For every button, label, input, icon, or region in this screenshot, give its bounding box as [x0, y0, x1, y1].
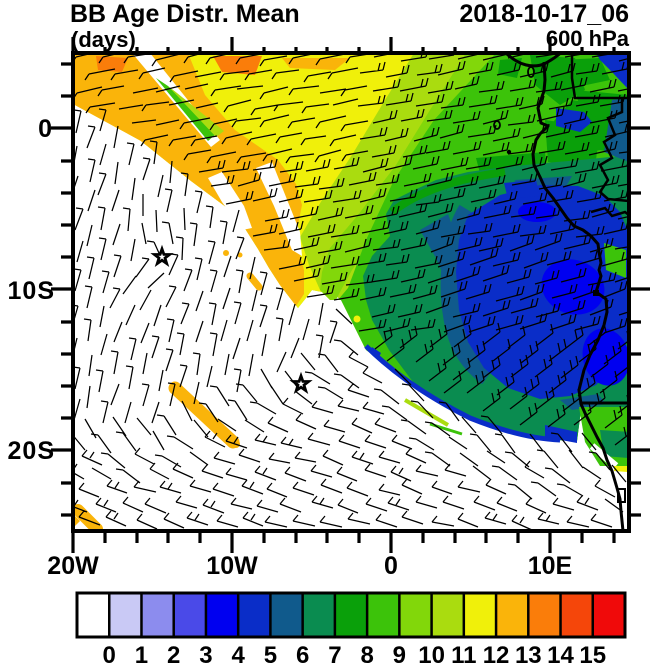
- svg-text:9: 9: [393, 642, 406, 667]
- svg-text:20W: 20W: [47, 552, 99, 580]
- svg-text:(days): (days): [71, 27, 136, 52]
- svg-text:10E: 10E: [528, 552, 572, 580]
- svg-text:2018-10-17_06: 2018-10-17_06: [459, 0, 629, 28]
- svg-text:15: 15: [579, 642, 606, 667]
- svg-text:20S: 20S: [8, 437, 55, 465]
- svg-text:10S: 10S: [8, 277, 55, 305]
- svg-text:5: 5: [264, 642, 277, 667]
- svg-text:4: 4: [231, 642, 245, 667]
- svg-text:600 hPa: 600 hPa: [546, 26, 630, 51]
- svg-text:0: 0: [103, 642, 116, 667]
- svg-text:3: 3: [199, 642, 212, 667]
- svg-text:11: 11: [451, 642, 476, 667]
- svg-text:10W: 10W: [206, 552, 258, 580]
- svg-text:13: 13: [515, 642, 542, 667]
- svg-text:7: 7: [328, 642, 341, 667]
- svg-text:2: 2: [167, 642, 180, 667]
- svg-text:12: 12: [483, 642, 510, 667]
- svg-text:10: 10: [418, 642, 445, 667]
- svg-text:0: 0: [38, 115, 52, 143]
- svg-text:1: 1: [135, 642, 148, 667]
- svg-text:6: 6: [296, 642, 309, 667]
- svg-text:14: 14: [547, 642, 574, 667]
- svg-text:0: 0: [384, 552, 398, 580]
- svg-text:BB Age Distr. Mean: BB Age Distr. Mean: [70, 0, 300, 28]
- svg-text:8: 8: [360, 642, 373, 667]
